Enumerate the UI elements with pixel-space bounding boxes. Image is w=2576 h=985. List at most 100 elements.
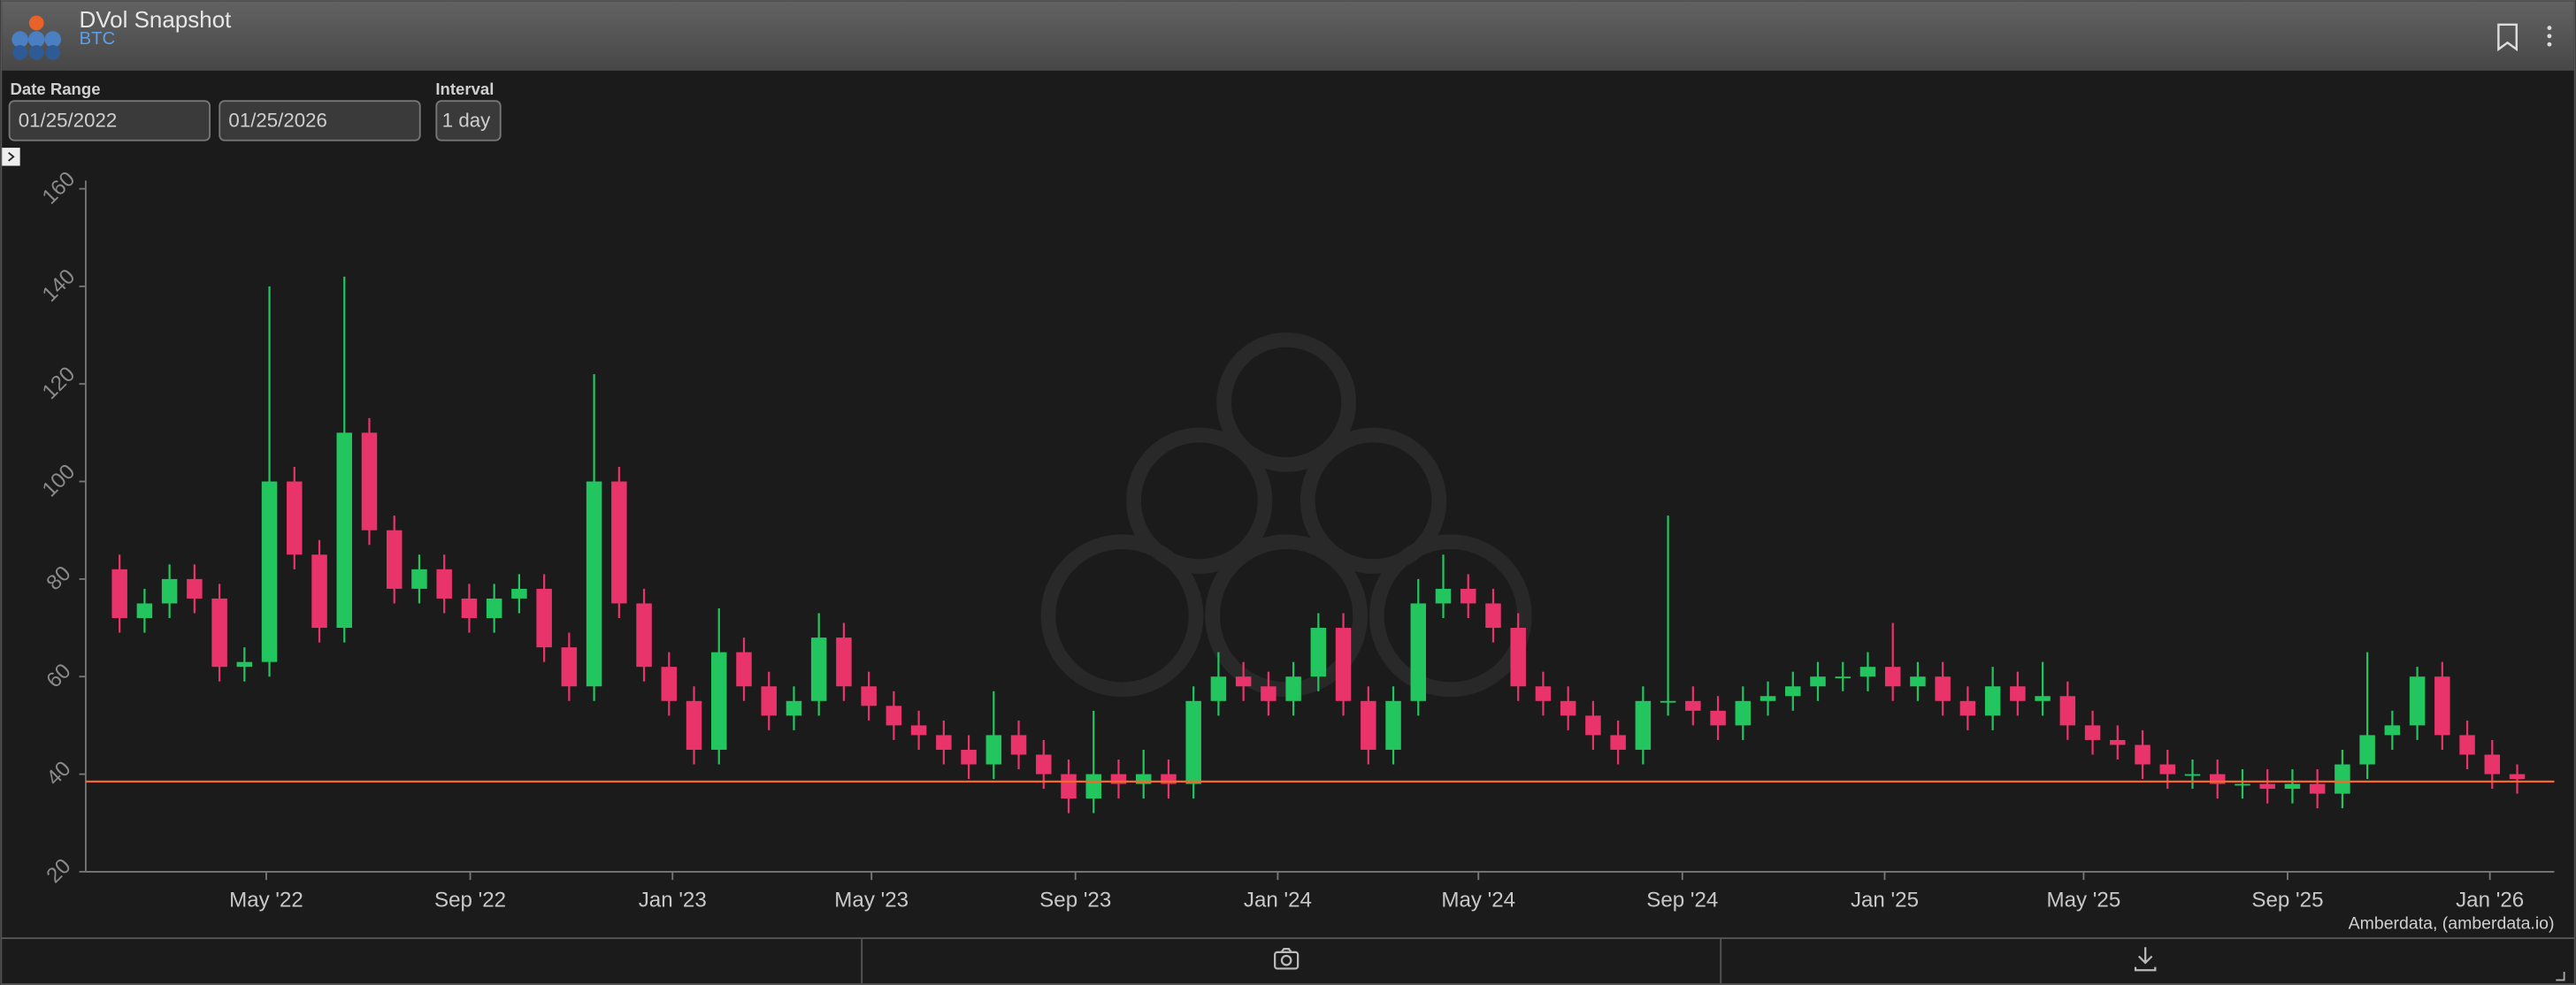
menu-button[interactable] [2547,26,2552,47]
candle-body [2434,676,2450,736]
candle-body [1585,715,1601,736]
app-subtitle: BTC [79,29,115,49]
x-tick-label: May '24 [1441,889,1515,912]
x-tick-label: May '25 [2047,889,2121,912]
candle-body [511,588,527,599]
candle-body [1361,700,1376,750]
candle-body [1485,603,1501,629]
candle-body [1210,676,1227,701]
candle-body [461,598,478,619]
candle-body [1235,676,1252,687]
candle-body [2135,744,2150,765]
candle-body [1835,676,1851,679]
candle-body [187,578,203,599]
candle-body [886,706,902,726]
candle-body [411,569,427,589]
candle-body [2159,764,2176,775]
candle-body [2484,754,2501,775]
candle-body [810,638,827,701]
candle-body [1785,686,1801,697]
header-bar [2,1,2574,71]
candle-body [486,598,502,619]
candle-body [2309,783,2326,794]
candle-body [1859,667,1876,677]
candle-body [1660,700,1676,703]
x-tick-label: May '22 [229,889,303,912]
candle-body [985,735,1002,765]
candle-body [1385,700,1401,750]
candle-body [1061,774,1077,799]
candle-body [2509,774,2526,780]
candle-body [2010,686,2026,701]
sidebar-toggle-icon [8,151,15,162]
candle-body [1261,686,1276,701]
candle-body [1760,696,1776,701]
candle-body [1185,700,1201,784]
start-date-input[interactable] [8,100,211,141]
candle-body [661,667,678,701]
candle-body [1460,588,1476,604]
candle-body [2084,725,2101,740]
screenshot-button[interactable] [1274,948,1300,970]
candle-body [2459,735,2475,755]
candle-body [2359,735,2375,765]
candle-body [436,569,452,599]
candle-body [1285,676,1301,701]
candle-body [711,652,727,750]
candle-body [1435,588,1452,604]
resize-handle[interactable] [2556,972,2565,981]
x-tick-label: Jan '23 [639,889,707,912]
candle-body [2409,676,2426,726]
candle-body [236,661,253,668]
end-date-input[interactable] [218,100,421,141]
candle-body [1110,774,1127,784]
x-tick-label: Sep '24 [1646,889,1718,912]
candle-body [1710,710,1726,726]
interval: 1 day [442,109,491,131]
candle-body [2284,783,2301,790]
candle-body [211,598,227,668]
candle-body [686,700,702,750]
download-button[interactable] [2134,947,2157,972]
x-tick-label: May '23 [834,889,908,912]
candle-body [1884,667,1901,687]
candle-body [2035,696,2051,701]
candle-body [1410,603,1427,701]
candle-body [1910,676,1926,687]
candle-body [1335,628,1352,701]
candle-body [2384,725,2401,736]
candle-body [1510,628,1526,687]
candle-body [1635,700,1652,750]
interval-label: Interval [435,80,494,98]
candle-body [161,578,178,604]
candle-body [2235,783,2250,786]
candle-body [2209,774,2226,784]
sidebar-toggle[interactable] [2,148,20,166]
x-tick-label: Jan '24 [1244,889,1312,912]
app-title: DVol Snapshot [79,6,232,33]
candle-body [111,569,127,619]
bookmark-button[interactable] [2497,23,2518,52]
candle-body [2334,764,2350,794]
candle-body [611,481,627,604]
interval-select[interactable] [435,100,502,141]
end-date: 01/25/2026 [228,109,326,131]
candle-body [1735,700,1752,726]
candle-body [761,686,777,716]
candle-body [386,530,402,589]
x-tick-label: Sep '23 [1039,889,1111,912]
candle-body [1984,686,2001,716]
candle-body [2110,739,2126,745]
candle-body [1085,774,1102,799]
candle-body [2259,783,2275,790]
candle-body [261,481,278,662]
candle-body [1135,774,1152,784]
candle-body [961,749,977,765]
candle-body [1685,700,1701,711]
logo [12,15,62,60]
date-range-label: Date Range [11,80,101,98]
